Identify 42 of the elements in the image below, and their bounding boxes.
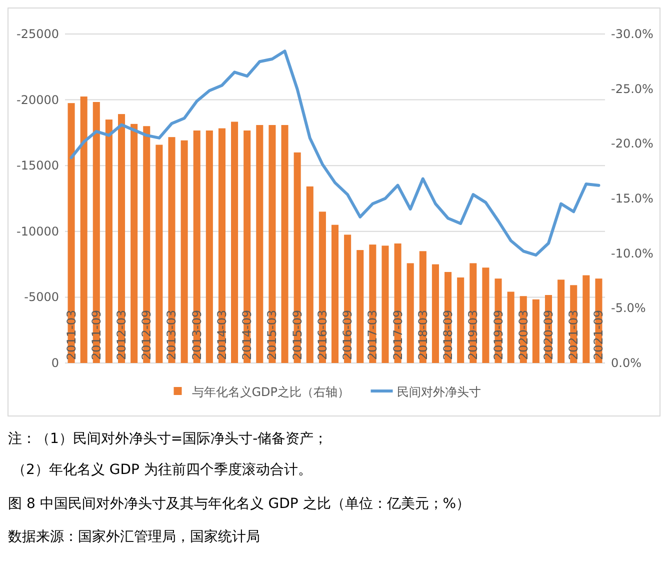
x-tick-label: 2012-03 <box>114 310 129 360</box>
text: （2）年化名义 GDP 为往前四个季度滚动合计。 <box>12 462 312 478</box>
x-tick-label: 2016-03 <box>315 310 330 360</box>
y-tick-label: -10000 <box>16 224 59 238</box>
x-tick-label: 2015-09 <box>290 310 304 360</box>
x-tick-label: 2014-09 <box>240 310 254 360</box>
y-tick-label: -20000 <box>16 92 59 107</box>
x-tick-label: 2011-09 <box>89 310 104 360</box>
x-tick-label: 2018-09 <box>441 310 456 360</box>
source-note: 数据来源：国家外汇管理局，国家统计局 <box>8 529 260 545</box>
text: 注：（1）民间对外净头寸=国际净头寸-储备资产； <box>8 431 328 447</box>
y2-tick-label: 0.0% <box>611 356 642 370</box>
x-tick-label: 2013-09 <box>190 310 204 360</box>
y2-tick-label: -30.0% <box>611 27 654 41</box>
x-tick-label: 2012-09 <box>140 310 154 360</box>
y2-tick-label: -15.0% <box>611 192 654 206</box>
x-tick-label: 2019-09 <box>491 310 506 360</box>
y-tick-label: -5000 <box>24 290 59 304</box>
x-tick-label: 2021-09 <box>592 310 606 360</box>
x-tick-label: 2017-09 <box>390 310 405 360</box>
x-tick-label: 2011-03 <box>64 310 78 360</box>
y-tick-label: -15000 <box>16 158 59 173</box>
legend-label: 民间对外净头寸 <box>396 385 481 399</box>
x-tick-label: 2016-09 <box>340 310 355 360</box>
line-series <box>70 50 600 257</box>
x-tick-label: 2020-03 <box>516 310 530 360</box>
caption: 图 8 中国民间对外净头寸及其与年化名义 GDP 之比（单位：亿美元；%） <box>8 496 470 512</box>
y2-tick-label: -5.0% <box>611 301 646 316</box>
y2-tick-label: -10.0% <box>611 246 654 260</box>
y2-tick-label: -25.0% <box>611 82 654 96</box>
x-tick-label: 2019-03 <box>466 310 480 360</box>
y-tick-label: 0 <box>51 356 59 370</box>
x-tick-label: 2018-03 <box>416 310 430 360</box>
y2-tick-label: -20.0% <box>611 136 654 151</box>
x-tick-label: 2014-03 <box>214 310 229 360</box>
x-tick-label: 2017-03 <box>366 310 380 360</box>
x-tick-label: 2021-03 <box>566 310 581 360</box>
x-tick-label: 2020-09 <box>541 310 556 360</box>
y-tick-label: -25000 <box>16 27 59 41</box>
legend-label: 与年化名义GDP之比（右轴） <box>192 385 350 399</box>
x-tick-label: 2015-03 <box>265 310 280 360</box>
x-tick-label: 2013-03 <box>164 310 179 360</box>
